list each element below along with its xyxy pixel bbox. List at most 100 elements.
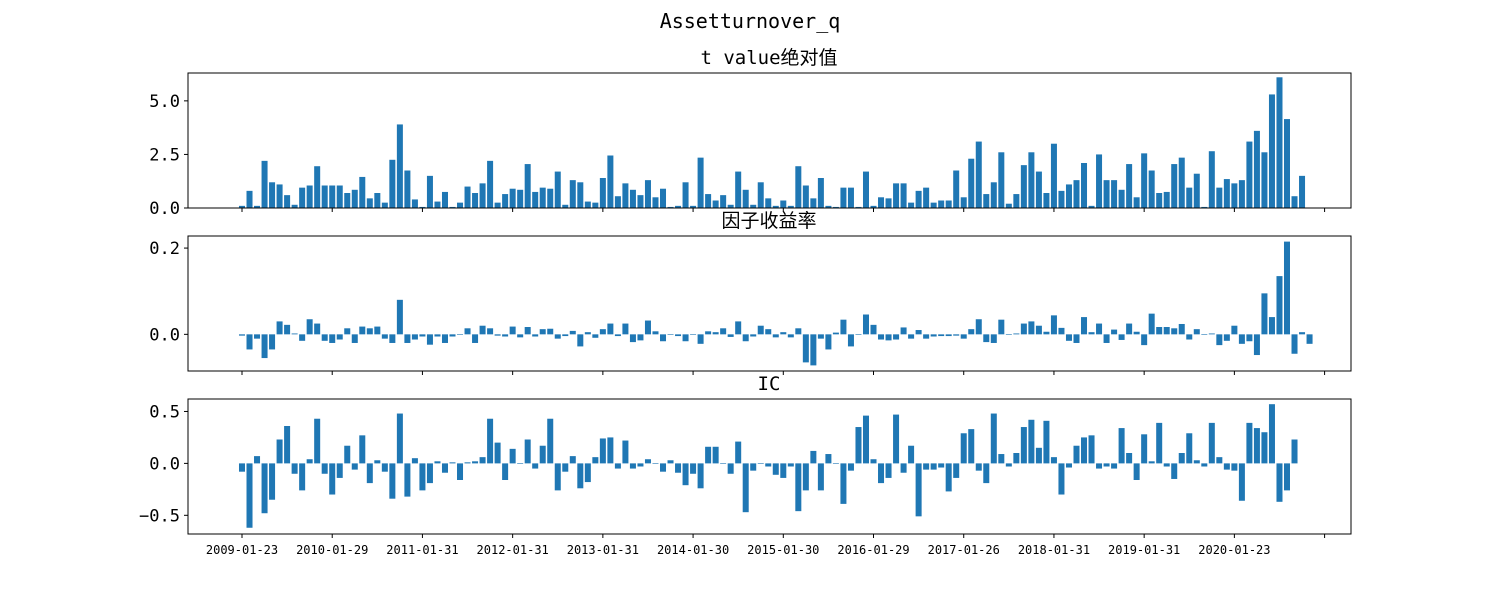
tvalue-bar [1238,180,1245,208]
factor-return-bar [975,319,982,335]
factor-return-bar [464,328,471,335]
tvalue-bar [434,201,441,208]
factor-return-bar [667,334,674,335]
ic-bar [780,463,787,478]
factor-return-bar [1013,333,1020,335]
ic-bar [795,463,802,512]
factor-return-bar [524,327,531,335]
tvalue-bar [359,176,366,208]
factor-return-bar [629,334,636,343]
tvalue-bar [524,164,531,208]
ic-bar [1148,461,1155,464]
factor-return-bar [411,334,418,340]
ic-bar [577,463,584,489]
factor-return-bar [562,334,569,337]
ic-bar [1156,422,1163,464]
factor-return-bar [509,326,516,335]
tvalue-bar [1118,189,1125,208]
ic-bar [614,463,621,469]
tvalue-bar [1231,183,1238,208]
ic-yaxis: −0.5 0.0 0.5 [139,402,188,526]
tvalue-bar [757,182,764,208]
tvalue-bar [441,191,448,208]
ic-bar [464,462,471,464]
factor-return-bar [1133,331,1140,335]
ic-bar [644,459,651,464]
tvalue-bar [487,160,494,208]
factor-return-bar [426,334,433,345]
factor-return-bar [614,334,621,337]
factor-return-bar [269,334,276,350]
factor-return-bar [238,334,245,336]
factor-return-bar [870,324,877,335]
tvalue-bar [254,205,261,208]
tvalue-bar [1065,184,1072,208]
factor-return-bar [487,328,494,335]
ic-bar [735,441,742,464]
ic-title: IC [758,373,781,395]
ic-bars [238,404,1298,528]
factor-return-bar [547,328,554,335]
ic-bar [502,463,509,480]
ic-bar [855,427,862,464]
tvalue-ytick-label: 5.0 [149,92,180,112]
factor-return-bars [238,241,1313,366]
tvalue-bar [517,189,524,208]
ic-bar [1103,463,1110,467]
factor-return-bar [1201,334,1208,335]
ic-bar [584,463,591,483]
ic-bar [517,463,524,464]
factor-return-bar [381,334,388,339]
factor-return-bar [1096,323,1103,335]
factor-return-bar [705,331,712,335]
ic-bar [667,460,674,464]
ic-bar [306,459,313,464]
ic-bar [321,463,328,474]
ic-bar [975,463,982,471]
ic-bar [825,454,832,464]
factor-return-bar [1178,323,1185,335]
figure-title: Assetturnover_q [660,9,841,33]
ic-xtick-label: 2017-01-26 [928,543,1000,557]
tvalue-bar [870,205,877,208]
tvalue-bar [810,198,817,208]
tvalue-bar [291,204,298,208]
tvalue-bar [735,171,742,208]
tvalue-bar [1028,152,1035,208]
ic-bar [960,433,967,464]
ic-bar [1163,463,1170,467]
tvalue-bar [878,197,885,208]
tvalue-bar [464,186,471,208]
tvalue-bar [1050,143,1057,208]
factor-return-bar [750,334,757,337]
factor-return-bar [299,334,306,341]
factor-return-bar [494,334,501,336]
factor-return-bar [908,334,915,339]
factor-return-title: 因子收益率 [721,210,816,232]
factor-return-bar [675,334,682,337]
tvalue-bar [1201,206,1208,208]
factor-return-bar [817,334,824,339]
factor-return-bar [1005,334,1012,335]
factor-return-bar [862,314,869,335]
tvalue-bar [697,157,704,208]
ic-bar [742,463,749,513]
ic-bar [1043,420,1050,464]
factor-return-bar [599,329,606,335]
ic-panel: IC −0.5 0.0 0.5 2009-01-23 2010-01-29 2011-0… [139,373,1352,557]
factor-return-bar [900,327,907,335]
tvalue-bar [1043,193,1050,208]
tvalue-bar [299,187,306,208]
tvalue-bar [419,206,426,208]
tvalue-bar [1035,171,1042,208]
factor-return-bar [968,329,975,335]
ic-bar [532,463,539,469]
tvalue-bar [772,205,779,208]
factor-return-bar [1231,325,1238,335]
ic-bar [802,463,809,491]
factor-return-bar [960,334,967,339]
factor-return-bar [254,334,261,339]
tvalue-bar [1081,163,1088,208]
factor-return-bar [644,320,651,335]
tvalue-bar [494,202,501,208]
